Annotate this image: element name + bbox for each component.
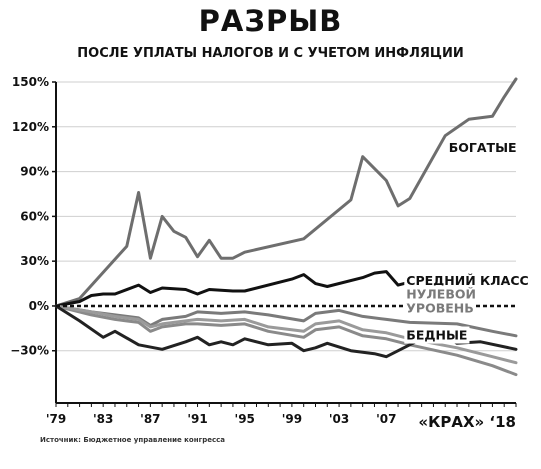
x-tick-label: '07 <box>376 412 396 426</box>
chart-subtitle: ПОСЛЕ УПЛАТЫ НАЛОГОВ И С УЧЕТОМ ИНФЛЯЦИИ <box>77 46 464 61</box>
source-note: Источник: Бюджетное управление конгресса <box>40 436 226 444</box>
x-tick-label: '83 <box>93 412 113 426</box>
x-tick-label: '99 <box>282 412 302 426</box>
series-line-3 <box>54 304 518 377</box>
y-tick-label: −30% <box>10 344 49 358</box>
series-label-background <box>404 299 476 317</box>
x-tick-label: '91 <box>187 412 207 426</box>
series-label-background <box>404 326 470 344</box>
chart-title: РАЗРЫВ <box>198 4 343 38</box>
series-label-background <box>404 272 531 290</box>
series-line-0 <box>54 77 518 308</box>
series-label: БЕДНЫЕ <box>406 328 467 343</box>
series-label: БОГАТЫЕ <box>449 140 517 155</box>
series-label: СРЕДНИЙ КЛАСС <box>406 273 528 288</box>
x-tick-label: '87 <box>140 412 160 426</box>
x-tick-label: '03 <box>329 412 349 426</box>
y-tick-label: 0% <box>29 299 49 313</box>
series-label: НУЛЕВОЙ <box>406 286 476 301</box>
x-tick-label: '95 <box>235 412 255 426</box>
y-tick-label: 120% <box>12 120 49 134</box>
series-line-1 <box>54 270 518 308</box>
y-tick-label: 90% <box>20 165 49 179</box>
x-tick-label: '79 <box>46 412 66 426</box>
series-label: УРОВЕНЬ <box>406 301 473 316</box>
series-label-background <box>446 139 519 157</box>
y-tick-label: 150% <box>12 75 49 89</box>
brand-label: «КРАХ» ‘18 <box>418 413 516 431</box>
series-label-background <box>404 285 478 303</box>
y-tick-label: 30% <box>20 254 49 268</box>
y-tick-label: 60% <box>20 209 49 223</box>
